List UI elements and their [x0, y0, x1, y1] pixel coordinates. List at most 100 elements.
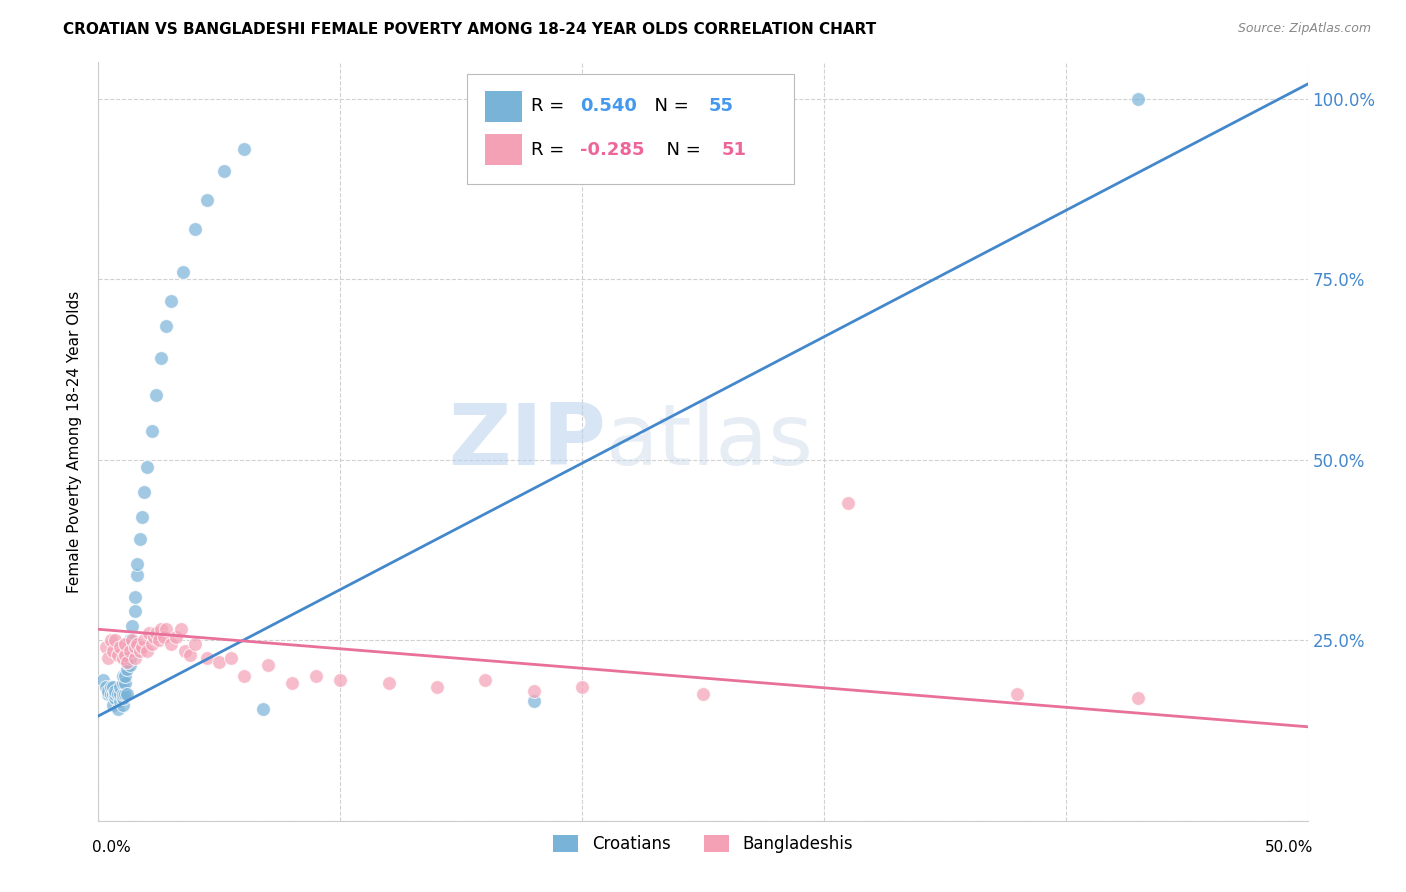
Point [145, 387, 167, 401]
Point [138, 626, 160, 640]
Legend: Croatians, Bangladeshis: Croatians, Bangladeshis [546, 827, 860, 862]
Point [165, 630, 187, 644]
Point [118, 633, 141, 648]
Point [107, 687, 129, 701]
Point [114, 687, 136, 701]
Point [107, 648, 129, 662]
Point [100, 680, 122, 694]
Text: -0.285: -0.285 [579, 141, 644, 159]
Text: 0.540: 0.540 [579, 97, 637, 115]
Point [179, 648, 201, 662]
Point [114, 648, 136, 662]
Point [104, 633, 127, 648]
Point [1128, 91, 1150, 105]
FancyBboxPatch shape [485, 91, 522, 121]
Point [97, 687, 120, 701]
Point [100, 687, 122, 701]
Point [128, 532, 150, 546]
Point [121, 618, 143, 632]
Point [118, 644, 141, 658]
Point [150, 351, 173, 366]
Point [232, 142, 254, 156]
Point [172, 265, 194, 279]
Point [145, 626, 167, 640]
Point [160, 637, 183, 651]
Point [148, 633, 170, 648]
Point [134, 633, 156, 648]
Point [107, 702, 129, 716]
Point [91, 673, 114, 687]
Point [108, 680, 131, 694]
Point [121, 644, 143, 658]
Point [114, 669, 136, 683]
Point [100, 633, 122, 648]
Point [152, 630, 174, 644]
Point [1128, 690, 1150, 705]
Point [117, 655, 139, 669]
Point [117, 662, 139, 676]
Point [111, 687, 134, 701]
Point [124, 651, 146, 665]
Point [118, 651, 141, 665]
Point [101, 687, 124, 701]
Point [128, 644, 150, 658]
Point [141, 637, 163, 651]
Point [232, 669, 254, 683]
Text: N =: N = [643, 97, 695, 115]
Text: CROATIAN VS BANGLADESHI FEMALE POVERTY AMONG 18-24 YEAR OLDS CORRELATION CHART: CROATIAN VS BANGLADESHI FEMALE POVERTY A… [63, 22, 876, 37]
Y-axis label: Female Poverty Among 18-24 Year Olds: Female Poverty Among 18-24 Year Olds [67, 291, 83, 592]
Point [97, 651, 120, 665]
Point [127, 637, 149, 651]
Point [523, 683, 546, 698]
Point [121, 633, 143, 648]
Point [108, 687, 131, 701]
Point [1007, 687, 1029, 701]
Point [426, 680, 449, 694]
Text: ZIP: ZIP [449, 400, 606, 483]
Text: 0.0%: 0.0% [93, 839, 131, 855]
Point [118, 658, 141, 673]
FancyBboxPatch shape [467, 74, 793, 184]
Point [155, 318, 177, 333]
Point [184, 637, 207, 651]
Text: R =: R = [531, 97, 571, 115]
Point [143, 630, 166, 644]
Point [111, 698, 134, 712]
Point [571, 680, 593, 694]
Point [108, 694, 131, 708]
Point [135, 459, 157, 474]
Point [281, 676, 304, 690]
Point [124, 604, 146, 618]
Point [104, 690, 127, 705]
Text: atlas: atlas [606, 400, 814, 483]
Point [111, 690, 134, 705]
Point [174, 644, 197, 658]
Point [118, 640, 141, 655]
Point [195, 193, 218, 207]
Point [474, 673, 496, 687]
Point [127, 558, 149, 572]
Point [104, 687, 127, 701]
Point [195, 651, 218, 665]
FancyBboxPatch shape [485, 135, 522, 165]
Point [131, 640, 153, 655]
Point [101, 680, 124, 694]
Point [377, 676, 399, 690]
Point [252, 702, 274, 716]
Point [94, 680, 117, 694]
Point [329, 673, 352, 687]
Point [523, 694, 546, 708]
Text: R =: R = [531, 141, 571, 159]
Point [305, 669, 328, 683]
Point [104, 683, 127, 698]
Point [108, 640, 131, 655]
Point [124, 590, 146, 604]
Point [117, 687, 139, 701]
Point [101, 644, 124, 658]
Point [141, 424, 163, 438]
Point [692, 687, 714, 701]
Point [134, 485, 156, 500]
Point [94, 640, 117, 655]
Point [101, 698, 124, 712]
Point [124, 640, 146, 655]
